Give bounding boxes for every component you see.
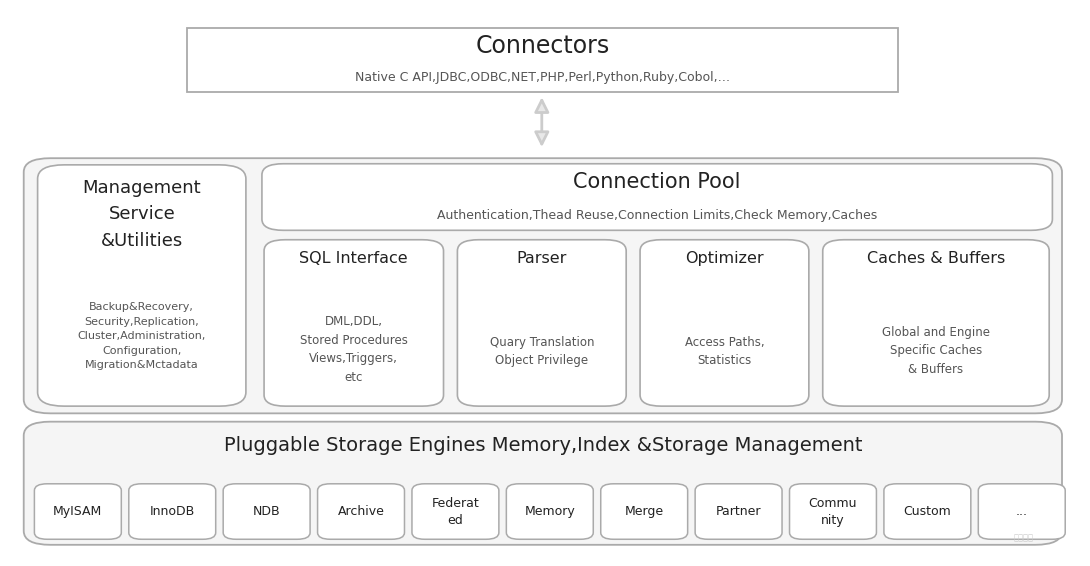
Text: Parser: Parser [517,251,567,266]
Text: 创新工场: 创新工场 [1014,534,1033,543]
Text: MyISAM: MyISAM [53,505,102,518]
Text: DML,DDL,
Stored Procedures
Views,Triggers,
etc: DML,DDL, Stored Procedures Views,Trigger… [300,315,408,384]
Text: Connectors: Connectors [475,34,609,58]
Text: Backup&Recovery,
Security,Replication,
Cluster,Administration,
Configuration,
Mi: Backup&Recovery, Security,Replication, C… [77,302,206,370]
Text: Global and Engine
Specific Caches
& Buffers: Global and Engine Specific Caches & Buff… [882,325,990,376]
FancyBboxPatch shape [823,240,1050,406]
FancyBboxPatch shape [458,240,626,406]
Text: Management
Service
&Utilities: Management Service &Utilities [83,179,201,250]
FancyBboxPatch shape [979,484,1065,539]
Text: NDB: NDB [253,505,280,518]
Text: Caches & Buffers: Caches & Buffers [867,251,1005,266]
FancyBboxPatch shape [507,484,593,539]
FancyBboxPatch shape [129,484,216,539]
FancyBboxPatch shape [695,484,782,539]
FancyBboxPatch shape [884,484,971,539]
FancyBboxPatch shape [24,158,1062,413]
Text: Access Paths,
Statistics: Access Paths, Statistics [685,336,764,367]
Text: Archive: Archive [338,505,385,518]
FancyBboxPatch shape [37,165,246,406]
Text: Connection Pool: Connection Pool [573,173,741,192]
FancyBboxPatch shape [317,484,404,539]
FancyBboxPatch shape [789,484,876,539]
FancyBboxPatch shape [24,422,1062,545]
Text: ...: ... [1016,505,1028,518]
Text: Memory: Memory [524,505,576,518]
FancyBboxPatch shape [412,484,499,539]
Text: Optimizer: Optimizer [686,251,764,266]
FancyBboxPatch shape [264,240,444,406]
Text: Custom: Custom [904,505,952,518]
FancyBboxPatch shape [35,484,121,539]
FancyBboxPatch shape [640,240,809,406]
FancyBboxPatch shape [223,484,310,539]
Text: SQL Interface: SQL Interface [300,251,408,266]
Text: Merge: Merge [625,505,664,518]
Text: Commu
nity: Commu nity [809,496,857,526]
Text: Partner: Partner [716,505,761,518]
FancyBboxPatch shape [601,484,688,539]
Text: Federat
ed: Federat ed [432,496,480,526]
Text: Quary Translation
Object Privilege: Quary Translation Object Privilege [489,336,594,367]
FancyBboxPatch shape [187,28,897,92]
FancyBboxPatch shape [262,164,1053,230]
Text: Authentication,Thead Reuse,Connection Limits,Check Memory,Caches: Authentication,Thead Reuse,Connection Li… [437,209,877,222]
Text: Pluggable Storage Engines Memory,Index &Storage Management: Pluggable Storage Engines Memory,Index &… [223,436,862,454]
Text: Native C API,JDBC,ODBC,NET,PHP,Perl,Python,Ruby,Cobol,…: Native C API,JDBC,ODBC,NET,PHP,Perl,Pyth… [354,71,730,84]
Text: InnoDB: InnoDB [149,505,195,518]
